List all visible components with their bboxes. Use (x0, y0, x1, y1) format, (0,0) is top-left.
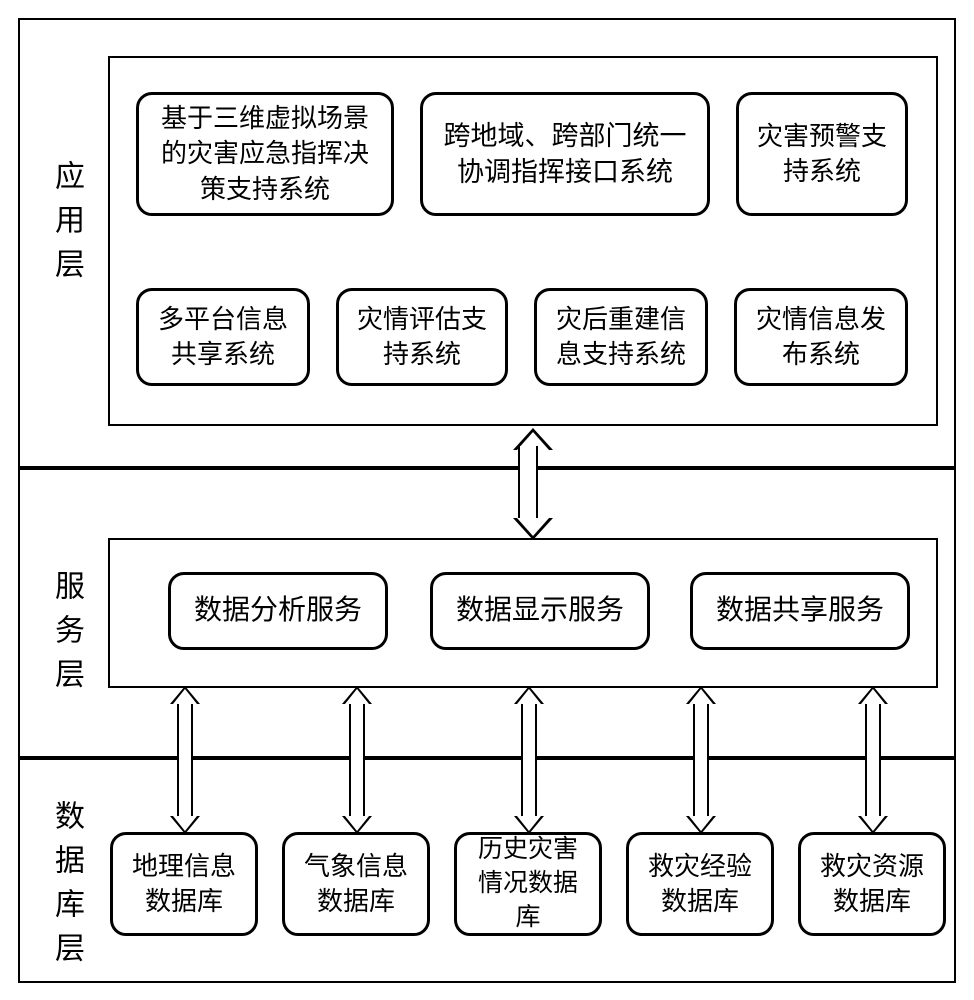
svc-node: 数据共享服务 (690, 572, 910, 650)
arrow-svc-db (170, 686, 200, 834)
db-node: 历史灾害情况数据库 (454, 832, 602, 936)
app-node: 基于三维虚拟场景的灾害应急指挥决策支持系统 (136, 92, 394, 216)
svc-node: 数据分析服务 (168, 572, 388, 650)
db-node: 地理信息数据库 (110, 832, 258, 936)
app-node: 灾害预警支持系统 (736, 92, 908, 216)
app-node: 跨地域、跨部门统一协调指挥接口系统 (420, 92, 710, 216)
app-node: 多平台信息共享系统 (136, 288, 310, 386)
svc-node: 数据显示服务 (430, 572, 650, 650)
app-node: 灾后重建信息支持系统 (534, 288, 708, 386)
arrow-svc-db (686, 686, 716, 834)
svc-layer-label: 服务层 (44, 570, 88, 702)
app-layer-label: 应用层 (44, 160, 88, 292)
arrow-app-svc (508, 424, 548, 540)
arrow-svc-db (342, 686, 372, 834)
db-layer-label: 数据库层 (44, 800, 88, 976)
app-node: 灾情信息发布系统 (734, 288, 908, 386)
db-node: 救灾经验数据库 (626, 832, 774, 936)
db-node: 气象信息数据库 (282, 832, 430, 936)
app-node: 灾情评估支持系统 (336, 288, 508, 386)
db-node: 救灾资源数据库 (798, 832, 946, 936)
arrow-svc-db (858, 686, 888, 834)
arrow-svc-db (514, 686, 544, 834)
